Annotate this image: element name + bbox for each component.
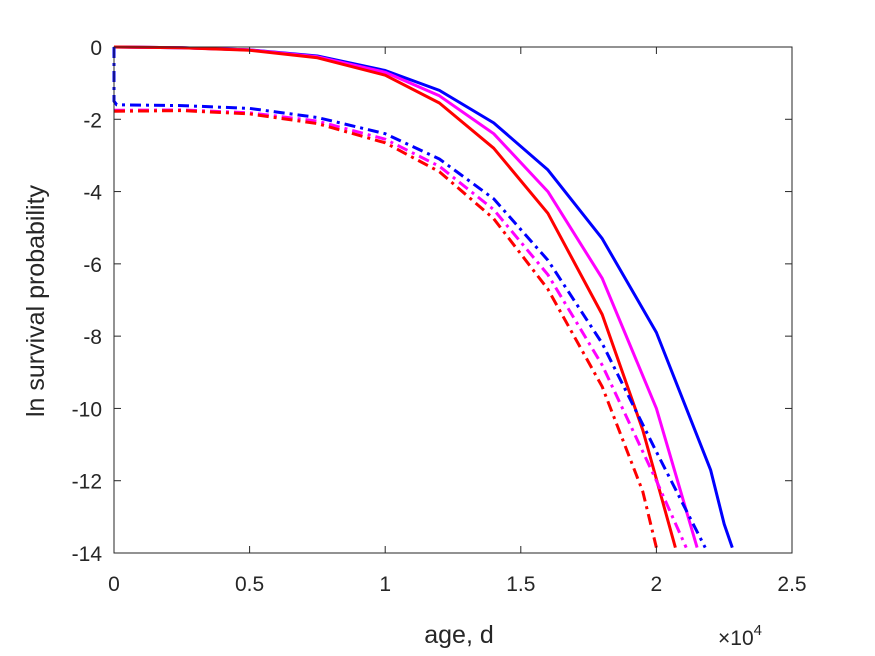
y-tick-label: -4 — [83, 182, 102, 205]
y-tick-label: -8 — [83, 326, 102, 349]
series-layer — [112, 45, 734, 549]
axes-box — [113, 46, 793, 554]
x-tick-label: 1 — [379, 573, 391, 596]
plot-area — [114, 47, 792, 553]
y-tick-label: -10 — [72, 398, 102, 421]
x-axis-exponent-base: ×10 — [718, 627, 754, 650]
y-tick-label: 0 — [90, 37, 102, 60]
x-axis-label: age, d — [424, 621, 494, 649]
x-tick-label: 0 — [108, 573, 120, 596]
plot-background — [114, 47, 792, 553]
x-tick-label: 1.5 — [506, 573, 535, 596]
x-tick-label: 2 — [651, 573, 663, 596]
y-axis-label: ln survival probability — [22, 184, 50, 417]
series-line-3 — [113, 45, 677, 549]
series-line-6 — [113, 109, 658, 548]
y-tick-label: -6 — [83, 254, 102, 277]
y-tick-label: -2 — [83, 109, 102, 132]
y-tick-label: -12 — [72, 471, 102, 494]
x-tick-label: 0.5 — [235, 573, 264, 596]
series-line-4 — [112, 47, 707, 549]
x-axis-exponent-power: 4 — [754, 622, 762, 639]
x-axis-exponent-label: ×104 — [718, 622, 762, 650]
y-tick-label: -14 — [72, 543, 103, 566]
x-tick-label: 2.5 — [777, 573, 806, 596]
axes-layer: 0 0.5 1 1.5 2 2.5 0 -2 -4 -6 -8 -10 -12 -14 — [72, 37, 807, 596]
